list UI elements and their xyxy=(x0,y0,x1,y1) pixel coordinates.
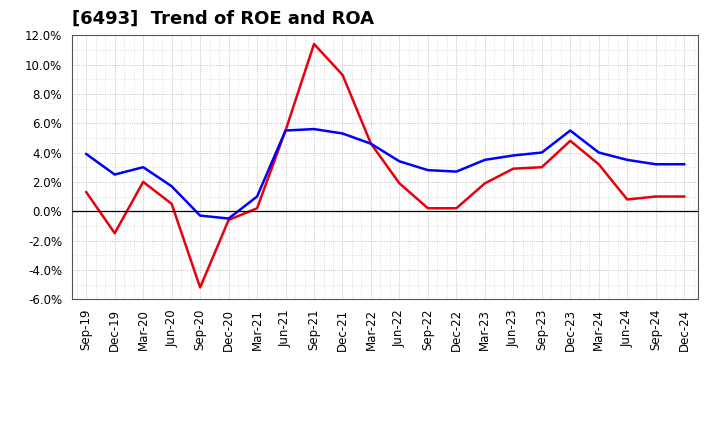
ROE xyxy=(423,205,432,211)
ROA xyxy=(509,153,518,158)
ROE xyxy=(537,165,546,170)
ROA xyxy=(310,126,318,132)
ROA xyxy=(366,141,375,147)
ROE xyxy=(196,285,204,290)
ROE xyxy=(395,181,404,186)
ROE xyxy=(282,128,290,133)
ROE xyxy=(139,179,148,184)
ROA xyxy=(537,150,546,155)
ROA xyxy=(338,131,347,136)
ROE xyxy=(480,181,489,186)
ROA xyxy=(139,165,148,170)
ROA xyxy=(253,194,261,199)
ROE xyxy=(167,201,176,206)
ROA xyxy=(110,172,119,177)
ROE xyxy=(253,205,261,211)
ROE xyxy=(225,217,233,223)
ROE xyxy=(680,194,688,199)
Line: ROE: ROE xyxy=(86,44,684,287)
ROA xyxy=(196,213,204,218)
ROA xyxy=(480,157,489,162)
ROA xyxy=(452,169,461,174)
ROE xyxy=(452,205,461,211)
ROE xyxy=(82,190,91,195)
ROE xyxy=(623,197,631,202)
ROA xyxy=(566,128,575,133)
Line: ROA: ROA xyxy=(86,129,684,219)
ROA xyxy=(167,183,176,189)
ROA xyxy=(623,157,631,162)
ROA xyxy=(282,128,290,133)
ROA xyxy=(423,168,432,173)
ROA xyxy=(395,159,404,164)
ROE xyxy=(652,194,660,199)
ROE xyxy=(110,231,119,236)
ROE xyxy=(566,138,575,143)
ROE xyxy=(366,141,375,147)
ROE xyxy=(595,161,603,167)
ROE xyxy=(338,72,347,77)
ROA xyxy=(595,150,603,155)
ROE xyxy=(310,41,318,47)
Text: [6493]  Trend of ROE and ROA: [6493] Trend of ROE and ROA xyxy=(72,10,374,28)
ROE xyxy=(509,166,518,171)
ROA xyxy=(225,216,233,221)
ROA xyxy=(680,161,688,167)
ROA xyxy=(82,151,91,157)
ROA xyxy=(652,161,660,167)
